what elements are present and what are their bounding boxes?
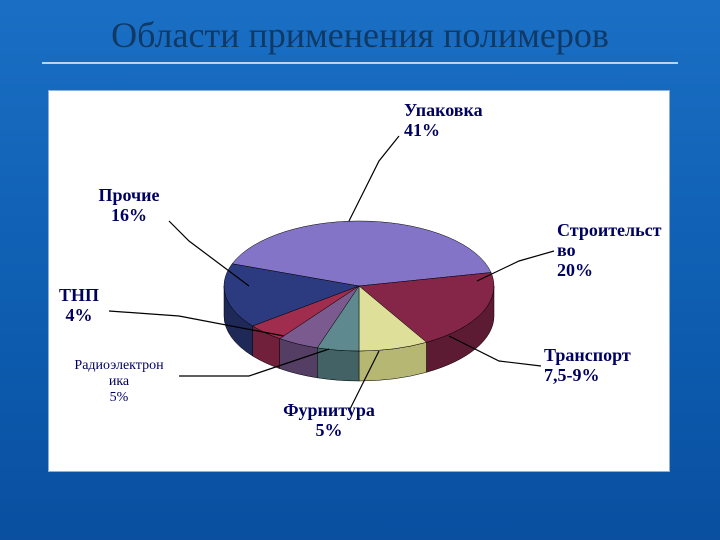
slide: Области применения полимеров Упаковка41%…	[0, 0, 720, 540]
label-packaging: Упаковка41%	[404, 100, 483, 140]
page-title: Области применения полимеров	[0, 14, 720, 56]
chart-panel: Упаковка41% Строительство20% Транспорт7,5-…	[48, 90, 670, 472]
slice-side-furniture	[317, 348, 359, 381]
label-construction: Строительство20%	[557, 220, 662, 280]
label-furniture: Фурнитура5%	[283, 400, 375, 440]
label-transport: Транспорт7,5-9%	[544, 345, 631, 385]
title-underline	[42, 62, 678, 64]
leader-packaging	[349, 136, 399, 221]
label-other: Прочие16%	[98, 185, 159, 225]
pie-chart: Упаковка41% Строительство20% Транспорт7,5-…	[49, 91, 669, 471]
label-tnp: ТНП4%	[59, 285, 99, 325]
label-radio: Радиоэлектроника5%	[74, 358, 164, 405]
